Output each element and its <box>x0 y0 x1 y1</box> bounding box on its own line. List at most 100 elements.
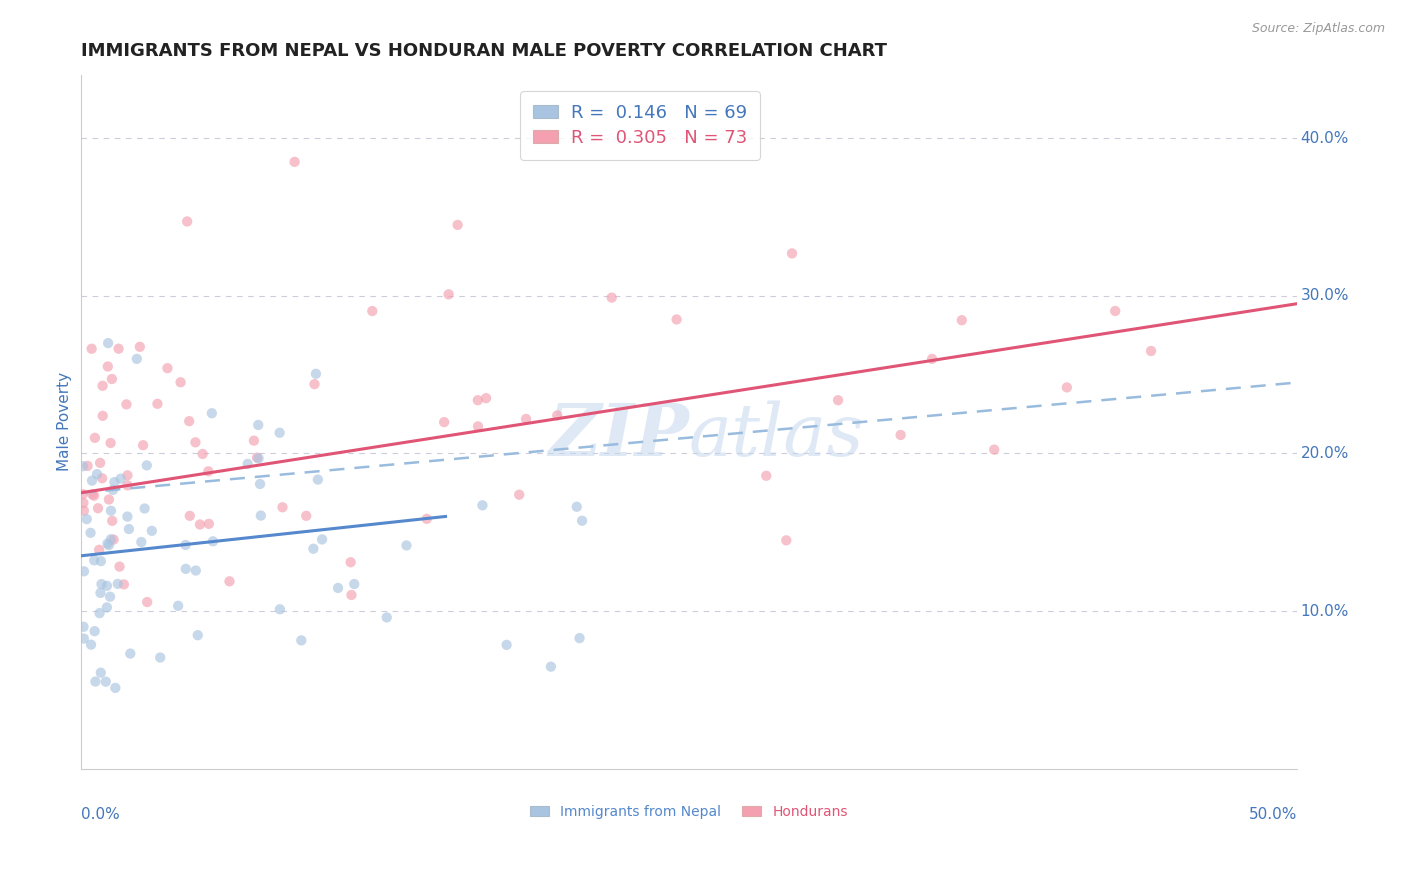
Point <box>243 434 266 448</box>
Point <box>100 533 122 547</box>
Point <box>128 340 150 354</box>
Point <box>467 419 489 434</box>
Point <box>1140 343 1163 358</box>
Point <box>156 361 179 376</box>
Point <box>201 406 224 420</box>
Point <box>80 342 103 356</box>
Point <box>125 351 148 366</box>
Point <box>311 533 333 547</box>
Point <box>249 477 271 491</box>
Text: 40.0%: 40.0% <box>1301 131 1350 145</box>
Point <box>665 312 688 326</box>
Point <box>80 638 103 652</box>
Point <box>546 409 568 423</box>
Point <box>72 496 94 510</box>
Point <box>84 674 107 689</box>
Point <box>83 489 105 503</box>
Point <box>471 498 494 512</box>
Point <box>96 579 118 593</box>
Point <box>149 650 172 665</box>
Point <box>76 458 98 473</box>
Point <box>475 391 498 405</box>
Point <box>395 538 418 552</box>
Point <box>250 508 273 523</box>
Point <box>89 586 111 600</box>
Point <box>97 492 120 507</box>
Point <box>83 553 105 567</box>
Point <box>361 304 384 318</box>
Point <box>112 577 135 591</box>
Point <box>100 436 122 450</box>
Point <box>921 351 943 366</box>
Point <box>108 559 131 574</box>
Point <box>94 674 117 689</box>
Point <box>983 442 1005 457</box>
Point <box>72 620 94 634</box>
Point <box>117 478 139 492</box>
Point <box>184 435 207 450</box>
Point <box>780 246 803 260</box>
Point <box>540 659 562 673</box>
Point <box>100 504 122 518</box>
Text: 10.0%: 10.0% <box>1301 604 1350 618</box>
Point <box>115 397 138 411</box>
Point <box>890 428 912 442</box>
Point <box>433 415 456 429</box>
Point <box>1056 380 1078 394</box>
Point <box>775 533 797 548</box>
Point <box>89 542 111 557</box>
Point <box>271 500 294 515</box>
Legend: Immigrants from Nepal, Hondurans: Immigrants from Nepal, Hondurans <box>524 799 853 824</box>
Point <box>97 336 120 351</box>
Point <box>146 397 169 411</box>
Point <box>96 600 118 615</box>
Point <box>187 628 209 642</box>
Point <box>79 525 101 540</box>
Point <box>295 508 318 523</box>
Point <box>118 522 141 536</box>
Point <box>76 512 98 526</box>
Point <box>565 500 588 514</box>
Point <box>179 414 201 428</box>
Y-axis label: Male Poverty: Male Poverty <box>58 372 72 472</box>
Point <box>827 393 849 408</box>
Text: 30.0%: 30.0% <box>1301 288 1350 303</box>
Point <box>117 509 139 524</box>
Point <box>600 291 623 305</box>
Text: 50.0%: 50.0% <box>1249 806 1298 822</box>
Point <box>104 681 127 695</box>
Point <box>201 534 224 549</box>
Point <box>96 537 118 551</box>
Point <box>508 488 530 502</box>
Point <box>437 287 460 301</box>
Point <box>89 456 111 470</box>
Point <box>91 471 114 485</box>
Point <box>246 450 269 465</box>
Point <box>198 516 221 531</box>
Point <box>304 377 326 392</box>
Point <box>129 535 152 549</box>
Point <box>90 554 112 568</box>
Point <box>343 577 366 591</box>
Point <box>247 451 270 466</box>
Point <box>135 458 157 473</box>
Point <box>340 588 363 602</box>
Point <box>72 487 94 501</box>
Point <box>495 638 517 652</box>
Text: atlas: atlas <box>689 401 865 471</box>
Point <box>89 606 111 620</box>
Point <box>571 514 593 528</box>
Point <box>174 538 197 552</box>
Point <box>197 464 219 478</box>
Point <box>117 468 139 483</box>
Text: 0.0%: 0.0% <box>80 806 120 822</box>
Point <box>86 467 108 482</box>
Point <box>80 474 103 488</box>
Point <box>72 459 94 474</box>
Point <box>950 313 973 327</box>
Point <box>90 577 112 591</box>
Point <box>236 457 259 471</box>
Point <box>179 508 201 523</box>
Point <box>167 599 190 613</box>
Point <box>103 533 125 547</box>
